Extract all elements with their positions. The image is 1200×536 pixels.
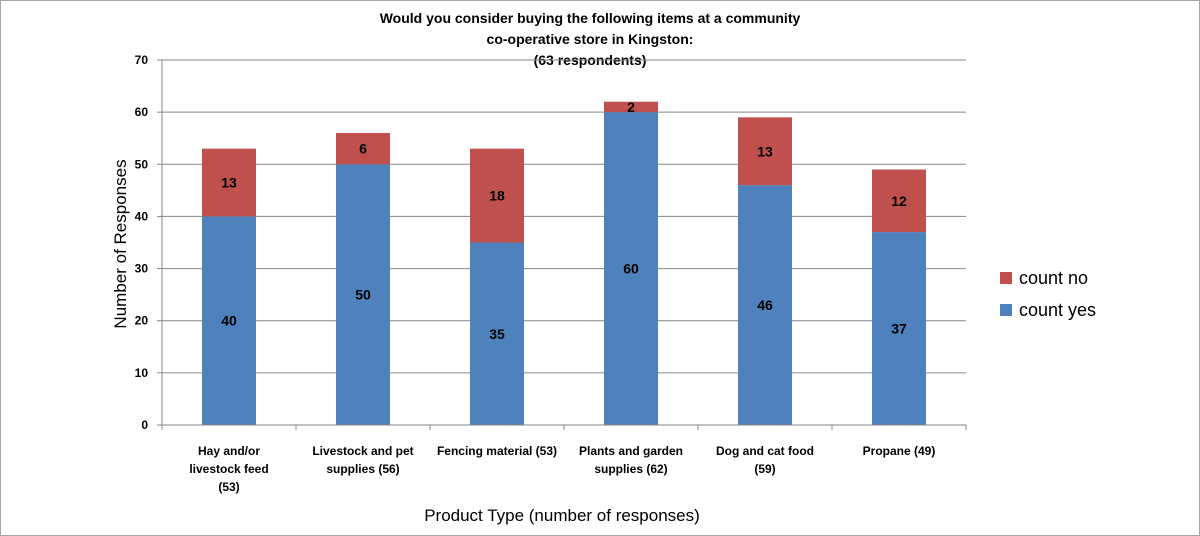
bar-count-yes-0 [202, 216, 256, 425]
bar-count-no-3 [604, 101, 658, 113]
legend-label-count-yes: count yes [1019, 299, 1097, 320]
data-label-count-no-2: 18 [489, 188, 505, 204]
y-tick-label-0: 0 [141, 418, 148, 432]
y-tick-label-20: 20 [135, 314, 149, 328]
x-tick-label-0-2: (53) [218, 480, 239, 494]
data-label-count-no-0: 13 [221, 175, 237, 191]
legend-label-count-no: count no [1019, 267, 1089, 288]
y-tick-label-10: 10 [135, 366, 149, 380]
data-label-count-yes-3: 60 [623, 261, 639, 277]
x-tick-label-5-0: Propane (49) [863, 444, 936, 458]
x-tick-label-4-0: Dog and cat food [716, 444, 814, 458]
chart-title-line-1: Would you consider buying the following … [379, 10, 801, 26]
y-axis-title-text: Number of Responses [111, 159, 130, 329]
data-label-count-no-1: 6 [359, 141, 367, 157]
y-tick-label-60: 60 [135, 105, 149, 119]
x-axis-title: Product Type (number of responses) [424, 506, 700, 525]
bar-count-no-2 [470, 148, 524, 243]
data-label-count-no-3: 2 [627, 99, 635, 115]
bar-count-yes-3 [604, 112, 658, 426]
x-tick-label-0-1: livestock feed [189, 462, 268, 476]
chart-title: Would you consider buying the following … [262, 8, 918, 71]
y-tick-label-40: 40 [135, 209, 149, 223]
y-tick-label-50: 50 [135, 157, 149, 171]
legend: count no count yes [1000, 262, 1096, 326]
bar-count-yes-1 [336, 164, 390, 426]
x-tick-label-1-0: Livestock and pet [312, 444, 413, 458]
data-label-count-yes-5: 37 [891, 321, 907, 337]
x-tick-label-1-1: supplies (56) [326, 462, 399, 476]
data-label-count-yes-0: 40 [221, 313, 237, 329]
bar-count-no-4 [738, 117, 792, 186]
x-tick-label-4-1: (59) [754, 462, 775, 476]
x-tick-label-2-0: Fencing material (53) [437, 444, 557, 458]
legend-item-count-yes: count yes [1000, 294, 1096, 326]
x-tick-label-3-1: supplies (62) [594, 462, 667, 476]
x-tick-label-3-0: Plants and garden [579, 444, 683, 458]
bar-count-no-1 [336, 133, 390, 165]
bar-count-yes-2 [470, 242, 524, 425]
data-label-count-yes-2: 35 [489, 326, 505, 342]
x-tick-label-0-0: Hay and/or [198, 444, 260, 458]
y-tick-label-30: 30 [135, 262, 149, 276]
data-label-count-no-4: 13 [757, 143, 773, 159]
bar-count-no-5 [872, 169, 926, 233]
data-label-count-no-5: 12 [891, 193, 907, 209]
chart-title-line-2: co-operative store in Kingston: [486, 31, 694, 47]
bar-count-yes-4 [738, 185, 792, 425]
legend-swatch-count-no [1000, 272, 1012, 284]
data-label-count-yes-1: 50 [355, 287, 371, 303]
legend-item-count-no: count no [1000, 262, 1096, 294]
legend-swatch-count-yes [1000, 304, 1012, 316]
data-label-count-yes-4: 46 [757, 297, 773, 313]
bar-count-yes-5 [872, 232, 926, 425]
bar-count-no-0 [202, 148, 256, 217]
y-tick-label-70: 70 [135, 53, 149, 67]
